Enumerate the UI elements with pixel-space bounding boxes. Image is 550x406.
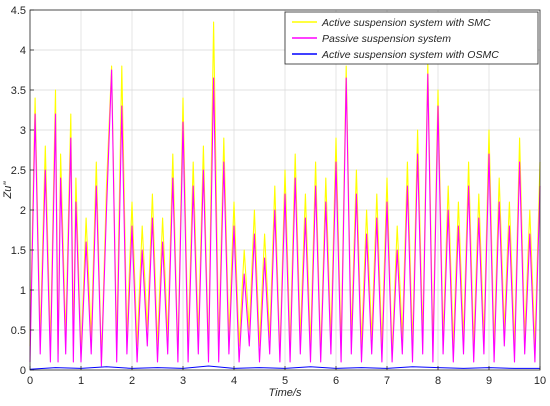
x-tick-label: 2 <box>129 375 135 387</box>
x-tick-label: 1 <box>78 375 84 387</box>
legend-label-smc: Active suspension system with SMC <box>321 17 491 29</box>
legend-label-passive: Passive suspension system <box>322 33 451 45</box>
x-tick-label: 6 <box>333 375 339 387</box>
y-tick-label: 4.5 <box>11 5 26 17</box>
y-tick-label: 2 <box>20 205 26 217</box>
y-tick-label: 1.5 <box>11 245 26 257</box>
series-line-passive <box>29 69 541 367</box>
x-tick-label: 10 <box>534 375 546 387</box>
x-tick-label: 7 <box>384 375 390 387</box>
y-tick-label: 3.5 <box>11 85 26 97</box>
x-tick-label: 3 <box>180 375 186 387</box>
x-tick-label: 8 <box>435 375 441 387</box>
legend-label-osmc: Active suspension system with OSMC <box>321 49 499 61</box>
y-tick-label: 4 <box>20 45 26 57</box>
y-tick-label: 2.5 <box>11 165 26 177</box>
legend-box <box>284 11 539 65</box>
x-tick-label: 4 <box>231 375 237 387</box>
x-tick-label: 5 <box>282 375 288 387</box>
x-axis-label: Time/s <box>269 387 302 399</box>
x-tick-label: 0 <box>27 375 33 387</box>
x-tick-label: 9 <box>486 375 492 387</box>
legend: Active suspension system with SMC Passiv… <box>284 11 539 65</box>
axis-ticks: 0 1 2 3 4 5 6 7 8 9 10 0 0.5 1 1.5 2 2.5 3 3.5 4 4.5 <box>11 5 546 387</box>
y-tick-label: 0.5 <box>11 325 26 337</box>
y-tick-label: 3 <box>20 125 26 137</box>
y-tick-label: 0 <box>20 365 26 377</box>
y-tick-label: 1 <box>20 285 26 297</box>
y-axis-label: Zu'' <box>2 181 14 200</box>
